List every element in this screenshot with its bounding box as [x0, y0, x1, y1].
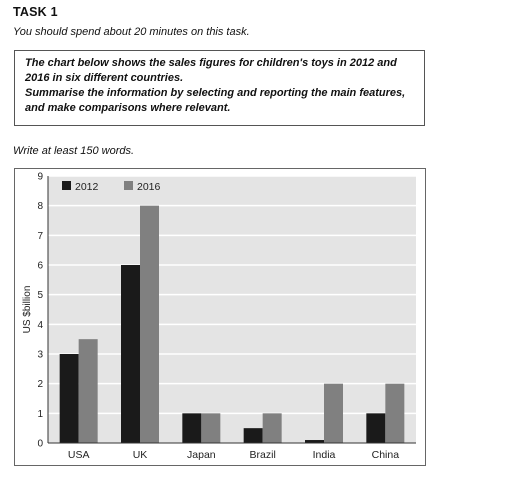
bar-usa-2012 [59, 354, 79, 443]
bar-brazil-2016 [262, 413, 282, 443]
plot-background [48, 176, 416, 443]
y-tick-label: 2 [37, 379, 43, 390]
bar-india-2012 [305, 440, 324, 443]
bar-india-2016 [324, 383, 343, 443]
y-tick-label: 0 [37, 439, 43, 450]
bar-japan-2012 [182, 413, 202, 443]
bars [59, 205, 405, 443]
y-axis-label: US $billion [22, 286, 33, 334]
axes [47, 176, 416, 444]
bar-uk-2016 [140, 205, 159, 443]
y-tick-labels: 0 1 2 3 4 5 6 7 8 9 [37, 172, 43, 450]
x-tick-label: Brazil [250, 449, 276, 461]
y-tick-label: 7 [37, 231, 43, 242]
bar-japan-2016 [201, 413, 221, 443]
y-tick-label: 1 [37, 409, 43, 420]
y-tick-label: 6 [37, 261, 43, 272]
task-title: TASK 1 [13, 5, 58, 19]
x-tick-label: USA [68, 449, 90, 461]
x-tick-label: UK [133, 449, 148, 461]
y-tick-label: 5 [37, 290, 43, 301]
bar-uk-2012 [121, 265, 140, 443]
legend-swatch-2012 [62, 181, 71, 190]
y-tick-label: 8 [37, 201, 43, 212]
x-tick-label: Japan [187, 449, 216, 461]
x-tick-label: China [372, 449, 400, 461]
y-tick-label: 3 [37, 350, 43, 361]
grid-lines [48, 175, 416, 415]
bar-brazil-2012 [243, 428, 263, 443]
legend-swatch-2016 [124, 181, 133, 190]
legend: 2012 2016 [62, 181, 161, 193]
word-count-instruction: Write at least 150 words. [13, 145, 135, 157]
x-tick-label: India [313, 449, 336, 461]
chart-frame [14, 168, 426, 466]
bar-usa-2016 [78, 339, 98, 443]
prompt-description: The chart below shows the sales figures … [25, 57, 397, 84]
y-tick-label: 4 [37, 320, 43, 331]
prompt-instruction: Summarise the information by selecting a… [25, 87, 406, 114]
prompt-box: The chart below shows the sales figures … [14, 50, 425, 126]
legend-label-2016: 2016 [137, 181, 161, 193]
bar-china-2016 [385, 383, 405, 443]
x-tick-labels: USA UK Japan Brazil India China [68, 449, 399, 461]
time-instruction: You should spend about 20 minutes on thi… [13, 26, 250, 38]
y-tick-label: 9 [37, 172, 43, 183]
legend-label-2012: 2012 [75, 181, 99, 193]
bar-china-2012 [366, 413, 386, 443]
